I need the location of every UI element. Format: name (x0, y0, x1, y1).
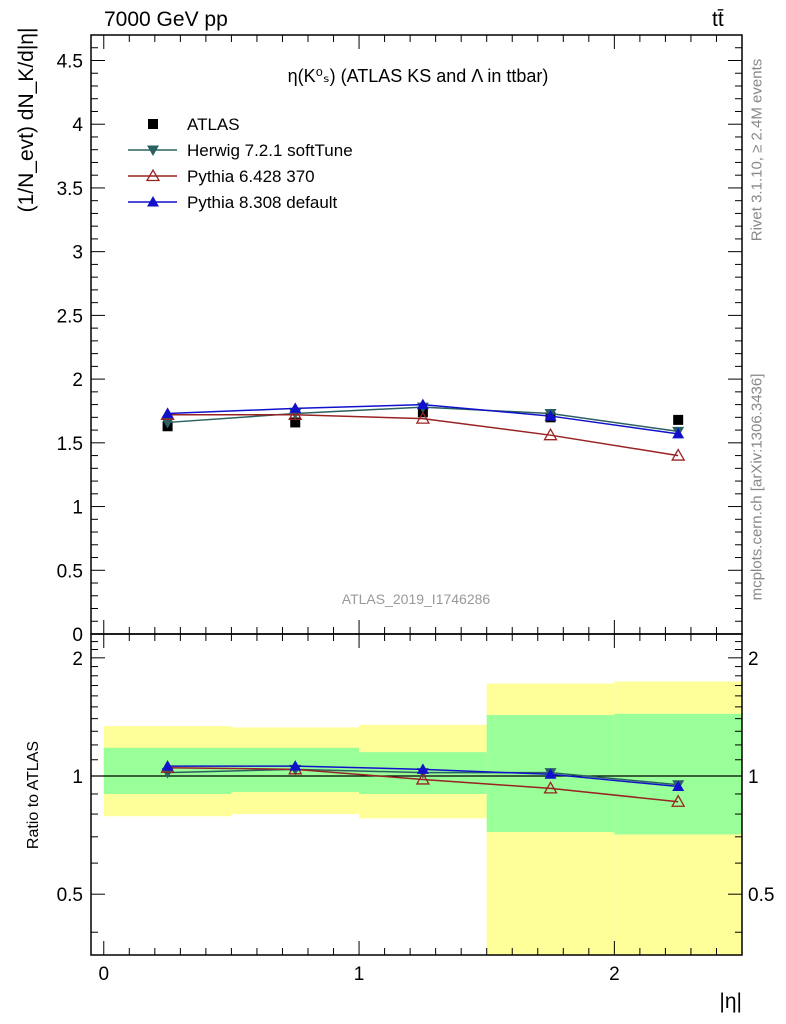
y-tick-label: 0.5 (57, 561, 83, 582)
y-tick-label: 4 (72, 115, 83, 136)
y-axis-label: (1/N_evt) dN_K/d|η| (15, 28, 38, 213)
chart-title: η(K⁰ₛ) (ATLAS KS and Λ in ttbar) (288, 66, 549, 86)
legend-label: Pythia 6.428 370 (187, 167, 315, 186)
ratio-y-tick-label: 1 (72, 767, 83, 788)
data-point (543, 427, 558, 441)
x-tick-label: 1 (354, 964, 365, 985)
x-tick-label: 0 (98, 964, 109, 985)
x-axis-label: |η| (719, 990, 742, 1013)
ratio-data-point (416, 763, 429, 774)
data-point (161, 417, 174, 429)
y-tick-label: 2 (72, 370, 83, 391)
y-tick-label: 3 (72, 243, 83, 264)
ratio-y-axis-label: Ratio to ATLAS (25, 741, 42, 849)
legend-label: Herwig 7.2.1 softTune (187, 141, 353, 160)
ratio-y-tick-label-right: 0.5 (748, 885, 774, 906)
ratio-data-point (289, 760, 302, 771)
ratio-plot-frame (90, 633, 743, 956)
data-point (672, 427, 685, 439)
ratio-data-point (543, 781, 558, 794)
y-tick-label: 4.5 (57, 51, 83, 72)
ratio-y-tick-label-right: 1 (748, 767, 759, 788)
legend-marker (148, 119, 158, 129)
legend-marker (145, 168, 161, 182)
legend-marker (147, 196, 159, 207)
legend-marker (147, 145, 159, 156)
header-left-label: 7000 GeV pp (104, 8, 228, 31)
ratio-data-point (161, 760, 174, 771)
data-point (161, 407, 174, 419)
data-point (544, 410, 557, 421)
data-point (416, 398, 429, 410)
ratio-plot-panel: 0.5 0.5 1 1 2 2 0 1 2 Ratio to ATLAS |η| (25, 633, 774, 1013)
legend-label: ATLAS (187, 115, 240, 134)
y-tick-label: 1 (72, 498, 83, 519)
rivet-version-label: Rivet 3.1.10, ≥ 2.4M events (748, 58, 766, 242)
data-point (288, 407, 303, 420)
legend-label: Pythia 8.308 default (187, 193, 338, 212)
mcplots-label: mcplots.cern.ch [arXiv:1306.3436] (748, 373, 766, 601)
header-right-label: tt̄ (712, 8, 724, 31)
ratio-data-point (672, 780, 685, 792)
data-point (415, 411, 431, 424)
ratio-data-point (161, 768, 174, 779)
series-line (167, 414, 679, 457)
y-tick-label: 0 (72, 625, 83, 646)
y-tick-label: 3.5 (57, 179, 83, 200)
data-point (289, 402, 302, 413)
data-point (671, 448, 686, 461)
ratio-data-point (415, 772, 431, 785)
x-tick-label: 2 (609, 964, 620, 985)
ratio-y-tick-label: 0.5 (57, 885, 83, 906)
ratio-data-point (544, 768, 557, 779)
ratio-data-point (671, 794, 686, 807)
data-point (673, 414, 684, 425)
data-point (290, 417, 301, 428)
main-plot-panel: 0 0.5 1 1.5 2 2.5 3 3.5 4 4.5 (1/N_evt) dN_K/d|η| η… (15, 28, 743, 646)
y-tick-label: 2.5 (57, 306, 83, 327)
ratio-y-tick-label-right: 2 (748, 649, 759, 670)
ratio-y-tick-label: 2 (72, 649, 83, 670)
analysis-watermark: ATLAS_2019_I1746286 (342, 591, 491, 607)
uncertainty-band-green (614, 713, 742, 835)
y-tick-label: 1.5 (57, 434, 83, 455)
ratio-series-line (167, 766, 679, 803)
